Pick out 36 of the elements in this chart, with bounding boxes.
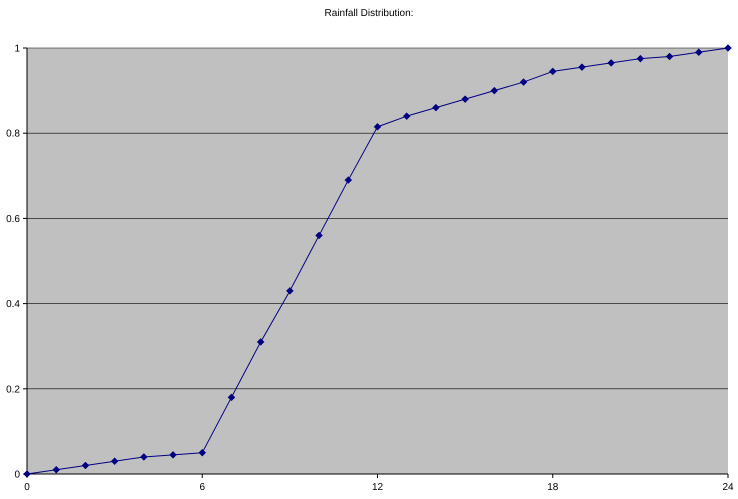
point — [578, 63, 586, 71]
point — [724, 44, 732, 52]
x-tick-label: 24 — [722, 482, 734, 493]
point — [490, 86, 498, 94]
point — [228, 394, 236, 402]
x-tick-label: 12 — [372, 482, 384, 493]
point — [140, 453, 148, 461]
y-tick-label: 0 — [14, 470, 20, 480]
point — [344, 176, 352, 184]
point — [374, 123, 382, 131]
point — [549, 68, 556, 76]
point — [695, 48, 703, 56]
point — [198, 448, 206, 456]
point — [636, 54, 644, 62]
point — [520, 78, 528, 86]
point — [315, 232, 323, 240]
point — [432, 104, 440, 112]
point — [666, 52, 674, 60]
y-tick-label: 0.4 — [6, 299, 20, 310]
x-tick-label: 6 — [199, 482, 206, 493]
point — [286, 287, 294, 295]
x-tick-label: 18 — [547, 482, 559, 493]
chart-title: Rainfall Distribution: — [324, 8, 414, 19]
point — [169, 451, 177, 459]
y-tick-label: 0.8 — [6, 128, 20, 140]
x-tick-label: 0 — [24, 482, 30, 493]
point — [82, 462, 90, 470]
point — [52, 466, 60, 474]
point — [461, 95, 469, 103]
point — [402, 112, 410, 120]
y-tick-label: 0.2 — [6, 384, 20, 396]
point — [256, 338, 264, 346]
point — [607, 59, 615, 67]
y-tick-label: 0.6 — [6, 214, 20, 225]
y-tick-label: 1 — [14, 44, 20, 54]
point — [110, 457, 118, 465]
